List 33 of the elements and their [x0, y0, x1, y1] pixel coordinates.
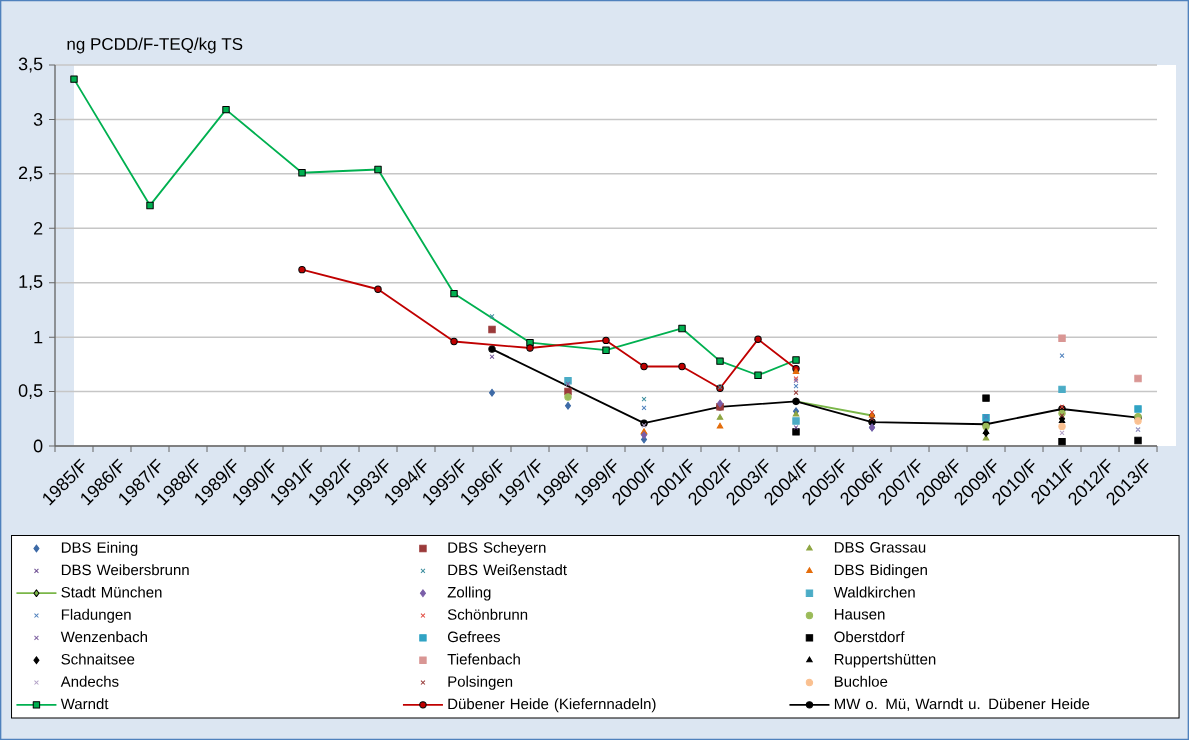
y-tick-label: 0,5: [18, 384, 43, 399]
y-tick-label: 1: [34, 330, 43, 344]
legend-label: Fladungen: [61, 608, 131, 623]
legend-label: Schnaitsee: [61, 653, 135, 665]
y-tick-label: 3: [33, 113, 43, 126]
legend-label: Waldkirchen: [833, 586, 915, 598]
legend-label: DBS Bidingen: [834, 564, 927, 579]
legend-label: Wenzenbach: [60, 631, 147, 643]
legend-label: Dübener Heide (Kiefernnadeln): [448, 698, 656, 713]
legend-label: Schönbrunn: [447, 608, 528, 620]
legend-label: DBS Eining: [61, 541, 138, 556]
legend-label: DBS Grassau: [834, 542, 926, 553]
y-tick-label: 1,5: [19, 275, 43, 291]
legend-label: DBS Weibersbrunn: [61, 564, 189, 576]
legend-label: Tiefenbach: [447, 653, 520, 665]
y-axis-title: ng PCDD/F-TEQ/kg TS: [67, 37, 243, 54]
y-tick-label: 0: [33, 439, 43, 453]
legend-label: MW o. Mü, Warndt u. Dübener Heide: [834, 698, 1090, 711]
legend-label: Buchloe: [834, 675, 888, 687]
legend-label: Zolling: [447, 586, 491, 601]
legend-label: Gefrees: [447, 631, 500, 643]
legend-label: DBS Weißenstadt: [448, 564, 567, 576]
legend-label: Ruppertshütten: [834, 653, 936, 668]
legend-label: Polsingen: [448, 675, 513, 690]
y-tick-label: 2: [34, 221, 43, 235]
legend-label: Warndt: [60, 698, 109, 710]
legend-label: Hausen: [834, 609, 885, 620]
legend-label: Stadt München: [61, 586, 162, 598]
legend-label: DBS Scheyern: [448, 541, 546, 556]
y-tick-label: 3,5: [18, 57, 43, 73]
legend-label: Oberstdorf: [834, 631, 905, 643]
legend-label: Andechs: [60, 675, 119, 687]
y-tick-label: 2,5: [19, 166, 43, 182]
